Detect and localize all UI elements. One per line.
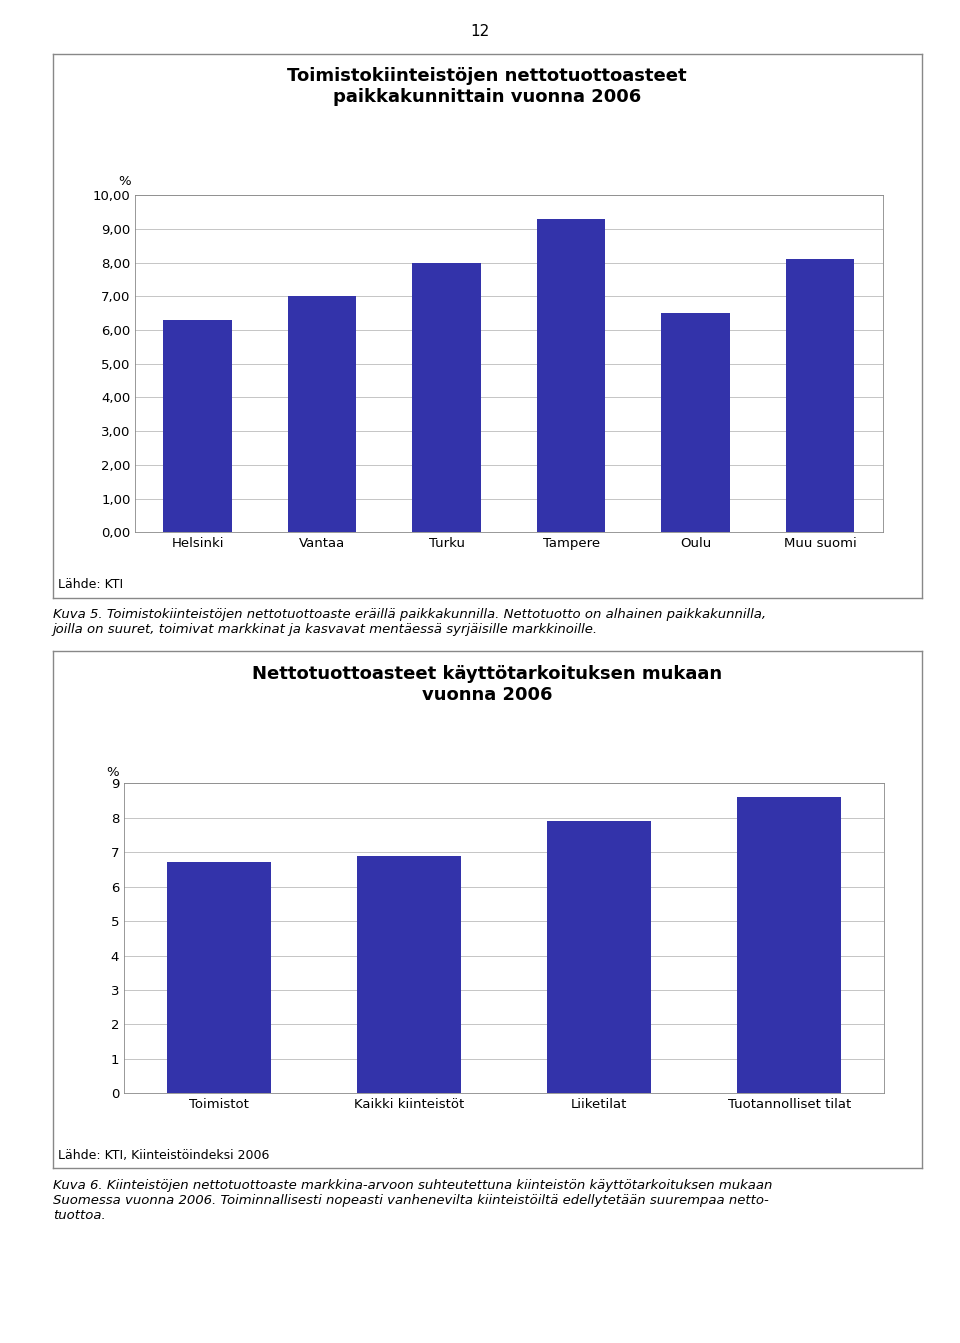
Text: %: % <box>107 766 119 779</box>
Text: Lähde: KTI, Kiinteistöindeksi 2006: Lähde: KTI, Kiinteistöindeksi 2006 <box>58 1148 269 1162</box>
Bar <box>357 855 462 1093</box>
Bar <box>288 297 356 532</box>
Bar <box>661 313 730 532</box>
Bar <box>786 259 854 532</box>
Bar <box>413 263 481 532</box>
Bar <box>163 320 232 532</box>
Text: Kuva 6. Kiinteistöjen nettotuottoaste markkina-arvoon suhteutettuna kiinteistön : Kuva 6. Kiinteistöjen nettotuottoaste ma… <box>53 1179 772 1222</box>
Text: Lähde: KTI: Lähde: KTI <box>58 577 123 591</box>
Bar <box>537 219 606 532</box>
Bar <box>737 796 842 1093</box>
Text: 12: 12 <box>470 24 490 39</box>
Bar <box>547 821 652 1093</box>
Text: Toimistokiinteistöjen nettotuottoasteet
paikkakunnittain vuonna 2006: Toimistokiinteistöjen nettotuottoasteet … <box>287 67 687 106</box>
Text: Nettotuottoasteet käyttötarkoituksen mukaan
vuonna 2006: Nettotuottoasteet käyttötarkoituksen muk… <box>252 665 722 704</box>
Text: Kuva 5. Toimistokiinteistöjen nettotuottoaste eräillä paikkakunnilla. Nettotuott: Kuva 5. Toimistokiinteistöjen nettotuott… <box>53 608 766 637</box>
Bar <box>167 862 272 1093</box>
Text: %: % <box>118 176 131 188</box>
